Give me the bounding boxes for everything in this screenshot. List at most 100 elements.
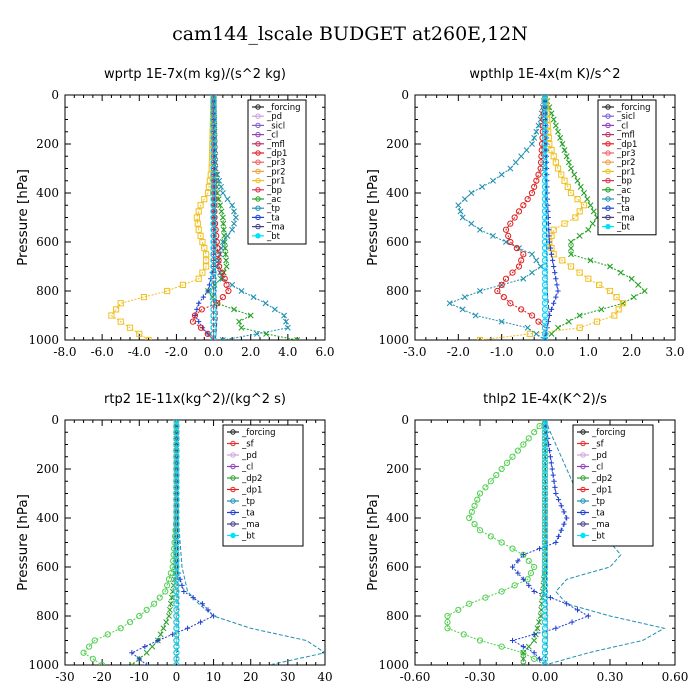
legend-label: _pr2 <box>616 158 636 168</box>
data-point-marker <box>541 447 549 454</box>
legend-label: _bt <box>266 232 281 242</box>
data-point-marker <box>541 661 549 665</box>
data-point-marker <box>576 324 583 331</box>
data-point-marker <box>509 637 516 644</box>
data-point-marker <box>541 183 549 190</box>
y-axis-label: Pressure [hPa] <box>365 169 381 266</box>
data-point-marker <box>460 631 467 638</box>
x-tick-label: 0.0 <box>204 345 223 359</box>
data-point-marker <box>617 269 624 276</box>
legend-marker <box>580 498 586 504</box>
data-point-marker <box>86 643 93 650</box>
data-point-marker <box>541 177 549 184</box>
data-point-marker <box>193 214 200 221</box>
data-point-marker <box>108 312 115 319</box>
data-point-marker <box>536 546 543 552</box>
x-tick-label: 0.30 <box>597 670 624 684</box>
y-tick-label: 800 <box>386 284 409 298</box>
data-point-marker <box>568 251 574 258</box>
data-point-marker <box>457 208 464 215</box>
legend-marker <box>605 205 611 211</box>
data-point-marker <box>541 539 549 546</box>
data-point-marker <box>533 257 540 264</box>
legend-marker <box>255 122 261 129</box>
data-point-marker <box>555 324 561 331</box>
legend-label: _bt <box>616 223 631 233</box>
legend-label: _cl <box>266 131 278 141</box>
data-point-marker <box>222 251 229 258</box>
data-point-marker <box>525 435 532 442</box>
data-point-marker <box>477 288 483 294</box>
data-point-marker <box>587 202 594 209</box>
data-point-marker <box>184 625 191 631</box>
data-point-marker <box>541 625 549 632</box>
legend-marker <box>255 187 261 193</box>
data-point-marker <box>143 606 150 613</box>
data-point-marker <box>555 128 561 135</box>
legend-marker <box>605 196 611 202</box>
x-tick-label: 2.0 <box>622 345 641 359</box>
chart-panel-4: thlp2 1E-4x(K^2)/s -0.60 -0.30 0.00 0.30 0.60… <box>365 392 688 684</box>
data-point-marker <box>554 282 560 288</box>
data-point-marker <box>520 576 526 582</box>
data-point-marker <box>173 465 180 473</box>
data-point-marker <box>561 220 568 227</box>
data-point-marker <box>476 490 484 497</box>
legend-marker <box>605 187 611 193</box>
data-point-marker <box>541 128 549 135</box>
data-point-marker <box>168 594 175 601</box>
data-point-marker <box>541 312 549 319</box>
x-tick-label: 0.60 <box>662 670 689 684</box>
data-point-marker <box>619 300 627 307</box>
data-point-marker <box>80 649 87 656</box>
y-tick-label: 200 <box>36 137 59 151</box>
legend-label: _sf <box>591 440 605 450</box>
data-point-marker <box>173 453 180 460</box>
data-point-marker <box>541 159 549 166</box>
data-point-marker <box>541 189 549 197</box>
data-point-marker <box>537 159 545 166</box>
data-point-marker <box>606 287 614 295</box>
data-point-marker <box>541 275 549 282</box>
data-point-marker <box>210 214 217 221</box>
data-point-marker <box>535 318 542 325</box>
data-point-marker <box>217 269 224 276</box>
data-point-marker <box>201 245 208 252</box>
data-point-marker <box>611 312 618 319</box>
legend: _forcing _sf_pd _cl_dp2 _dp1_tp _ta_ma _bt <box>222 424 304 547</box>
data-point-marker <box>550 226 557 233</box>
data-point-marker <box>166 613 172 619</box>
data-point-marker <box>498 588 505 595</box>
data-point-marker <box>476 336 484 340</box>
y-tick-label: 0 <box>401 88 409 102</box>
data-point-marker <box>541 269 549 276</box>
legend-box <box>597 99 657 236</box>
data-point-marker <box>216 177 223 184</box>
data-point-marker <box>91 637 98 644</box>
data-point-marker <box>221 239 228 245</box>
legend-label: _ac <box>616 186 631 196</box>
data-point-marker <box>541 484 549 491</box>
data-point-marker <box>195 208 202 215</box>
data-point-marker <box>203 257 210 264</box>
data-point-marker <box>173 545 180 552</box>
data-point-marker <box>498 643 505 650</box>
data-point-marker <box>541 263 549 270</box>
data-point-marker <box>466 514 473 522</box>
legend-label: _ta <box>266 213 280 223</box>
x-tick-label: -0.60 <box>400 670 431 684</box>
data-point-marker <box>524 196 531 203</box>
data-point-marker <box>195 226 202 233</box>
legend-marker <box>255 141 261 147</box>
x-tick-label: -30 <box>55 670 74 684</box>
data-point-marker <box>568 165 574 172</box>
x-tick-label: -1.0 <box>490 345 513 359</box>
data-point-marker <box>527 570 535 577</box>
y-tick-label: 0 <box>51 413 59 427</box>
data-point-marker <box>162 588 169 595</box>
data-point-marker <box>541 606 549 613</box>
data-point-marker <box>181 588 187 595</box>
legend-marker <box>605 122 611 129</box>
legend-label: _tp <box>266 204 280 214</box>
data-point-marker <box>247 312 254 319</box>
